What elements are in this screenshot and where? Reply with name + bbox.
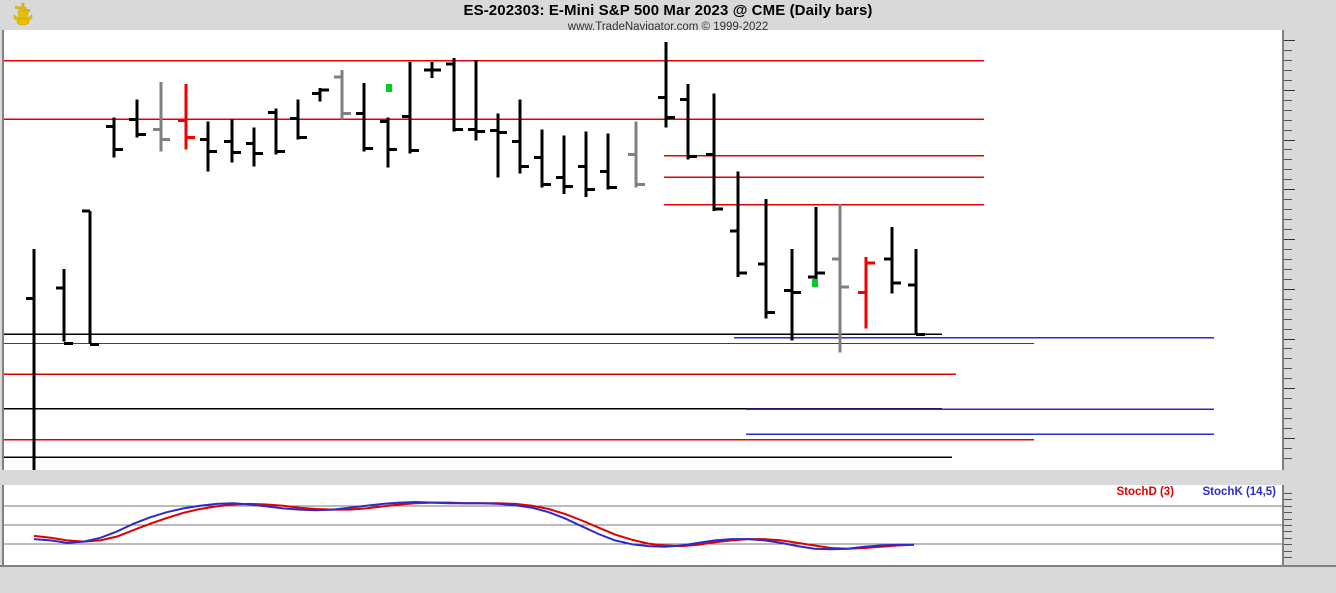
axis-tick [1284, 418, 1292, 419]
axis-tick [1284, 189, 1295, 190]
axis-tick [1284, 159, 1292, 160]
osc-axis-tick [1284, 506, 1292, 507]
axis-tick [1284, 398, 1292, 399]
osc-axis-tick [1284, 512, 1292, 513]
axis-tick [1284, 179, 1292, 180]
axis-tick [1284, 80, 1292, 81]
axis-tick [1284, 90, 1295, 91]
osc-axis-tick [1284, 551, 1292, 552]
chart-header: ES-202303: E-Mini S&P 500 Mar 2023 @ CME… [0, 0, 1336, 33]
stochastic-axis[interactable] [1282, 485, 1336, 565]
axis-tick [1284, 388, 1295, 389]
osc-axis-tick [1284, 557, 1292, 558]
axis-tick [1284, 229, 1292, 230]
axis-tick [1284, 219, 1292, 220]
axis-tick [1284, 120, 1292, 121]
axis-tick [1284, 199, 1292, 200]
axis-tick [1284, 428, 1292, 429]
axis-tick [1284, 438, 1295, 439]
axis-tick [1284, 408, 1292, 409]
axis-tick [1284, 299, 1292, 300]
axis-tick [1284, 458, 1292, 459]
osc-axis-tick [1284, 544, 1292, 545]
axis-tick [1284, 348, 1292, 349]
axis-tick [1284, 448, 1292, 449]
axis-tick [1284, 319, 1292, 320]
axis-tick [1284, 130, 1292, 131]
price-chart-panel[interactable] [2, 30, 1284, 470]
panel-divider [0, 470, 1336, 485]
axis-tick [1284, 289, 1295, 290]
stochastic-svg [4, 500, 1282, 551]
axis-tick [1284, 60, 1292, 61]
osc-axis-tick [1284, 519, 1292, 520]
axis-tick [1284, 110, 1292, 111]
axis-tick [1284, 368, 1292, 369]
genesis-emblem-icon [8, 1, 38, 29]
axis-tick [1284, 40, 1295, 41]
price-axis[interactable] [1282, 30, 1336, 470]
axis-tick [1284, 70, 1292, 71]
axis-tick [1284, 169, 1292, 170]
page-title: ES-202303: E-Mini S&P 500 Mar 2023 @ CME… [463, 2, 873, 19]
axis-tick [1284, 279, 1292, 280]
osc-axis-tick [1284, 538, 1292, 539]
axis-tick [1284, 309, 1292, 310]
axis-tick [1284, 339, 1295, 340]
legend-stoch-k: StochK (14,5) [1202, 486, 1277, 498]
osc-axis-tick [1284, 525, 1292, 526]
axis-tick [1284, 140, 1295, 141]
osc-axis-tick [1284, 531, 1292, 532]
price-bars-svg [4, 41, 1214, 470]
stochastic-panel[interactable]: StochD (3) StochK (14,5) [2, 485, 1284, 565]
osc-axis-tick [1284, 493, 1292, 494]
axis-tick [1284, 50, 1292, 51]
axis-tick [1284, 239, 1295, 240]
axis-tick [1284, 269, 1292, 270]
axis-tick [1284, 378, 1292, 379]
axis-tick [1284, 249, 1292, 250]
osc-axis-tick [1284, 499, 1292, 500]
axis-tick [1284, 149, 1292, 150]
axis-tick [1284, 358, 1292, 359]
time-axis[interactable] [0, 565, 1336, 593]
axis-tick [1284, 100, 1292, 101]
legend-stoch-d: StochD (3) [1116, 486, 1175, 498]
axis-tick [1284, 209, 1292, 210]
axis-tick [1284, 259, 1292, 260]
axis-tick [1284, 329, 1292, 330]
